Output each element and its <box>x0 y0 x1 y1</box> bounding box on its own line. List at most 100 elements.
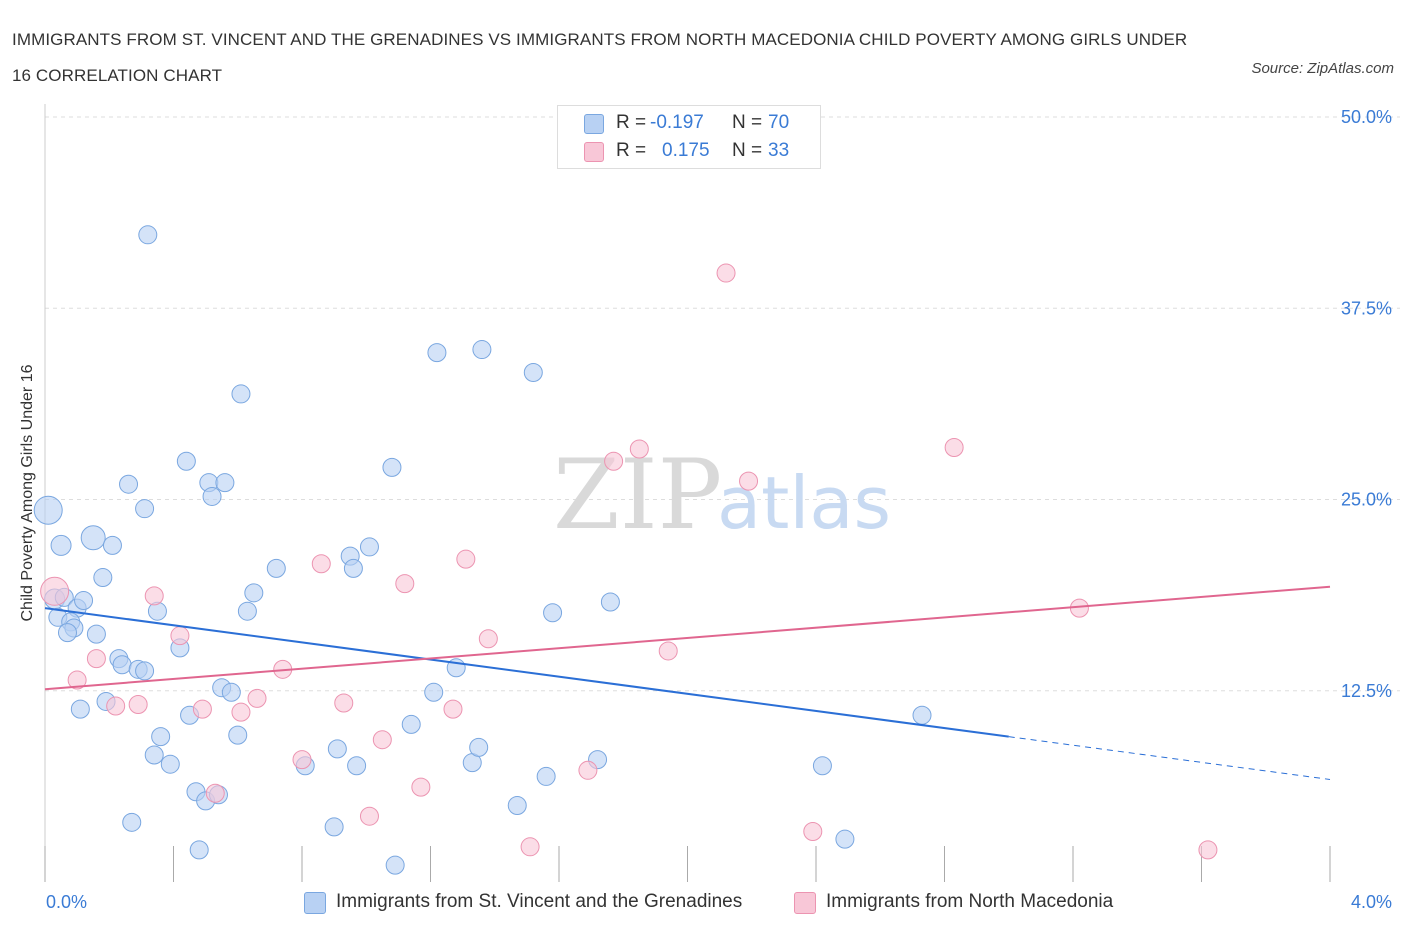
y-tick-label: 37.5% <box>1341 298 1392 318</box>
blue-data-point <box>147 601 167 621</box>
pink-data-point <box>192 699 212 719</box>
blue-data-point <box>359 537 379 557</box>
blue-data-point <box>507 796 527 815</box>
blue-data-point <box>80 525 106 551</box>
blue-data-point <box>138 225 158 245</box>
pink-data-point <box>443 699 463 719</box>
pink-data-point <box>629 439 649 459</box>
blue-data-point <box>469 737 489 757</box>
blue-data-point <box>385 855 405 875</box>
legend-n-value: 70 <box>768 112 790 133</box>
blue-data-point <box>189 840 209 860</box>
pink-data-point <box>247 688 267 708</box>
pink-data-point <box>170 626 190 646</box>
y-tick-label: 25.0% <box>1341 490 1392 510</box>
pink-regression-line <box>44 585 1331 691</box>
pink-data-point <box>359 806 379 826</box>
bottom-legend-swatch-blue <box>304 892 326 914</box>
pink-data-point <box>334 693 354 713</box>
blue-data-point <box>231 384 251 404</box>
blue-data-point <box>536 766 556 786</box>
tick-labels: 12.5% 25.0% 37.5% 50.0% 0.0% 4.0% <box>46 107 1392 912</box>
pink-data-point <box>40 576 70 606</box>
pink-data-point <box>144 586 164 606</box>
pink-data-point <box>128 695 148 715</box>
pink-data-point <box>456 549 476 569</box>
grid-lines <box>45 116 1400 692</box>
blue-data-point <box>144 745 164 765</box>
bottom-legend-swatch-pink <box>794 892 816 914</box>
blue-data-point <box>151 727 171 747</box>
correlation-legend: R = -0.197 N = 70 R = 0.175 N = 33 <box>557 105 821 169</box>
pink-data-point <box>311 554 331 574</box>
blue-data-point <box>600 592 620 612</box>
blue-data-point <box>102 535 122 555</box>
blue-data-point <box>324 817 344 837</box>
pink-data-point <box>520 837 540 857</box>
blue-data-point <box>343 558 363 578</box>
blue-data-point <box>160 754 180 774</box>
pink-data-point <box>1198 840 1218 860</box>
blue-data-point <box>119 474 139 494</box>
legend-swatch-blue <box>584 114 604 134</box>
pink-data-point <box>395 574 415 594</box>
pink-data-point <box>478 629 498 649</box>
blue-data-point <box>176 451 196 471</box>
pink-data-point <box>604 451 624 471</box>
pink-data-point <box>739 471 759 491</box>
blue-data-point <box>122 812 142 832</box>
blue-data-point <box>543 603 563 623</box>
blue-data-point <box>266 558 286 578</box>
blue-data-point <box>86 624 106 644</box>
blue-data-point <box>237 601 257 621</box>
y-tick-label: 12.5% <box>1341 681 1392 701</box>
axes <box>44 104 1331 882</box>
legend-r-label: R = <box>616 112 647 133</box>
blue-data-point <box>50 534 72 556</box>
legend-swatch-pink <box>584 142 604 162</box>
pink-data-point <box>372 730 392 750</box>
blue-data-point <box>523 363 543 383</box>
pink-data-point <box>231 702 251 722</box>
pink-data-point <box>716 263 736 283</box>
pink-data-point <box>67 670 87 690</box>
pink-data-point <box>944 437 964 457</box>
legend-r-value: 0.175 <box>662 140 710 161</box>
blue-data-point <box>93 568 113 588</box>
pink-data-point <box>803 822 823 842</box>
blue-data-point <box>33 495 63 525</box>
blue-data-point <box>112 655 132 675</box>
blue-data-point <box>347 756 367 776</box>
blue-data-point <box>70 699 90 719</box>
bottom-legend-label: Immigrants from St. Vincent and the Gren… <box>336 891 743 912</box>
blue-data-point <box>57 623 77 643</box>
blue-data-point <box>401 714 421 734</box>
blue-data-point <box>244 583 264 603</box>
blue-data-point <box>221 682 241 702</box>
blue-data-point <box>215 473 235 493</box>
blue-data-point <box>202 486 222 506</box>
blue-data-point <box>812 756 832 776</box>
blue-regression-line <box>44 607 1009 738</box>
blue-data-point <box>912 705 932 725</box>
blue-data-point <box>382 457 402 477</box>
x-tick-label: 0.0% <box>46 892 87 912</box>
regression-lines <box>44 585 1331 780</box>
blue-data-point <box>427 343 447 363</box>
blue-data-point <box>835 829 855 849</box>
pink-data-point <box>411 777 431 797</box>
blue-data-point <box>424 682 444 702</box>
blue-data-point <box>228 725 248 745</box>
blue-data-point <box>472 340 492 360</box>
pink-data-point <box>658 641 678 661</box>
blue-data-point <box>135 661 155 681</box>
legend-r-value: -0.197 <box>650 112 704 133</box>
pink-data-point <box>86 649 106 669</box>
pink-data-point <box>205 783 225 803</box>
bottom-legend-label: Immigrants from North Macedonia <box>826 891 1114 912</box>
legend-r-label: R = <box>616 140 647 161</box>
legend-n-value: 33 <box>768 140 790 161</box>
pink-data-point <box>106 696 126 716</box>
blue-data-point <box>327 739 347 759</box>
